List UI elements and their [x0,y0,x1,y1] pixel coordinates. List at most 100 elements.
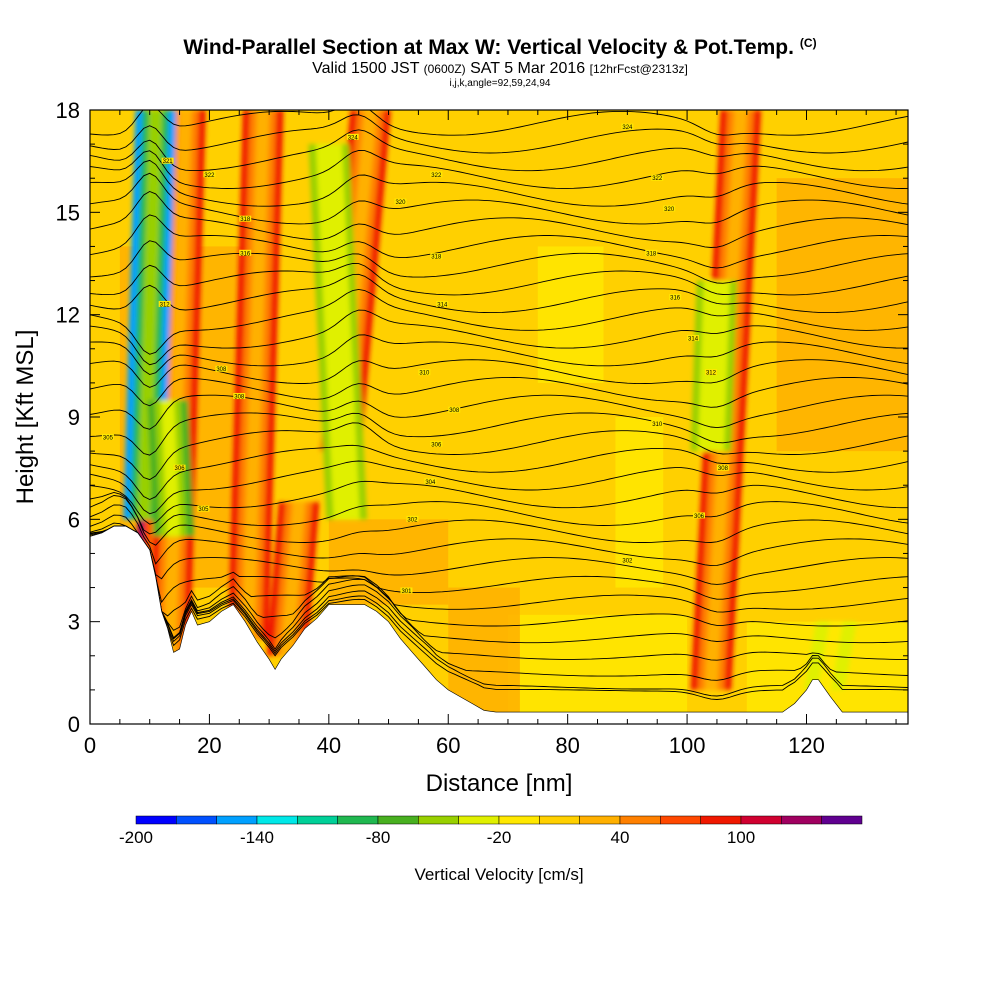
theta-contour-32 [90,114,908,154]
theta-label-28: 312 [706,371,717,377]
x-tick-label-40: 40 [317,733,341,758]
chart-title-text: Wind-Parallel Section at Max W: Vertical… [183,36,794,59]
colorbar-swatch-11 [579,815,621,825]
theta-label-30: 308 [718,466,729,472]
downdraft-plume-2-band-2 [322,144,354,520]
theta-label-15: 310 [419,371,430,377]
theta-label-bg-9 [239,249,252,256]
theta-contour-10 [90,495,908,546]
theta-label-bg-14 [436,300,449,307]
theta-label-7: 322 [204,173,215,179]
theta-label-bg-0 [101,433,114,440]
theta-contour-27 [90,191,908,248]
x-tick-label-60: 60 [436,733,460,758]
theta-label-bg-2 [197,505,210,512]
colorbar-label-2: -80 [366,828,391,847]
theta-label-bg-25 [645,249,658,256]
colorbar-swatch-7 [418,815,459,825]
theta-contour-20 [90,334,908,375]
downdraft-plume-3-band-2 [704,280,724,452]
colorbar-swatch-15 [740,815,782,825]
colorbar-swatch-14 [700,815,742,825]
valid-zulu: (0600Z) [423,62,466,76]
theta-label-bg-26 [669,294,682,301]
colorbar-swatch-1 [176,815,217,825]
theta-label-bg-31 [693,512,706,519]
theta-contour-23 [90,273,908,314]
colorbar-swatch-0 [135,815,177,825]
theta-contour-14 [90,444,908,500]
colorbar-label-5: 100 [727,828,755,847]
colorbar-swatch-5 [337,815,379,825]
colorbar-label-4: 40 [611,828,630,847]
x-tick-label-0: 0 [84,733,96,758]
theta-contour-1 [90,525,908,697]
theta-contour-18 [90,376,908,408]
colorbar-title: Vertical Velocity [cm/s] [414,865,583,884]
theta-contour-33 [90,110,908,136]
y-tick-label-12: 12 [56,303,80,328]
theta-label-10: 324 [348,135,359,141]
theta-label-9: 316 [240,251,251,257]
theta-contour-7 [90,522,908,604]
theta-label-bg-21 [621,556,634,563]
colorbar-swatch-4 [297,815,338,825]
colorbar-swatch-10 [539,815,580,825]
theta-label-bg-3 [215,365,228,372]
theta-label-12: 322 [431,173,442,179]
x-tick-label-100: 100 [669,733,706,758]
theta-label-bg-27 [687,335,700,342]
terrain-mask [90,525,908,724]
theta-label-21: 302 [622,558,633,564]
theta-label-16: 308 [449,408,460,414]
theta-contour-2 [90,525,908,681]
y-tick-label-6: 6 [68,507,80,532]
theta-label-31: 306 [694,514,705,520]
theta-label-bg-30 [716,464,729,471]
theta-label-bg-19 [406,515,419,522]
theta-contour-12 [90,480,908,525]
theta-label-25: 318 [646,251,657,257]
theta-contour-4 [90,525,908,644]
theta-label-5: 312 [160,302,171,308]
theta-label-18: 304 [425,480,436,486]
theta-contour-9 [90,504,908,567]
theta-label-22: 324 [622,125,633,131]
valid-prefix: Valid 1500 JST [312,60,420,77]
theta-label-19: 302 [407,517,418,523]
theta-label-1: 306 [175,466,186,472]
theta-label-bg-17 [430,440,443,447]
theta-label-bg-1 [173,464,186,471]
colorbar-swatch-12 [619,815,661,825]
theta-contour-8 [90,514,908,585]
theta-contour-17 [90,394,908,430]
theta-contour-30 [90,149,908,189]
theta-contour-21 [90,309,908,366]
theta-label-23: 322 [652,176,663,182]
theta-label-bg-15 [418,369,431,376]
theta-contour-5 [90,525,908,631]
y-tick-label-9: 9 [68,405,80,430]
terrain [90,525,908,724]
downdraft-plume-0-band-2 [137,110,163,520]
theta-label-bg-10 [346,133,359,140]
theta-contour-6 [90,525,908,617]
theta-label-26: 316 [670,296,681,302]
downdraft-plume-1-band-2 [161,399,181,537]
colorbar-swatch-2 [216,815,258,825]
theta-label-bg-24 [663,205,676,212]
grid-indices: i,j,k,angle=92,59,24,94 [449,78,551,89]
theta-label-bg-22 [621,123,634,130]
theta-contour-16 [90,412,908,456]
velocity-patch-5 [328,519,449,605]
colorbar-swatch-8 [458,815,500,825]
theta-label-bg-23 [651,174,664,181]
y-tick-label-3: 3 [68,610,80,635]
colorbar-swatch-13 [660,815,701,825]
theta-label-bg-29 [651,420,664,427]
valid-date: SAT 5 Mar 2016 [470,60,586,77]
x-axis-title: Distance [nm] [426,770,573,797]
plot-area: 305 306 305 308 308 312 321 322 318 316 324 320 322 3… [90,110,908,724]
colorbar-swatch-16 [781,815,822,825]
